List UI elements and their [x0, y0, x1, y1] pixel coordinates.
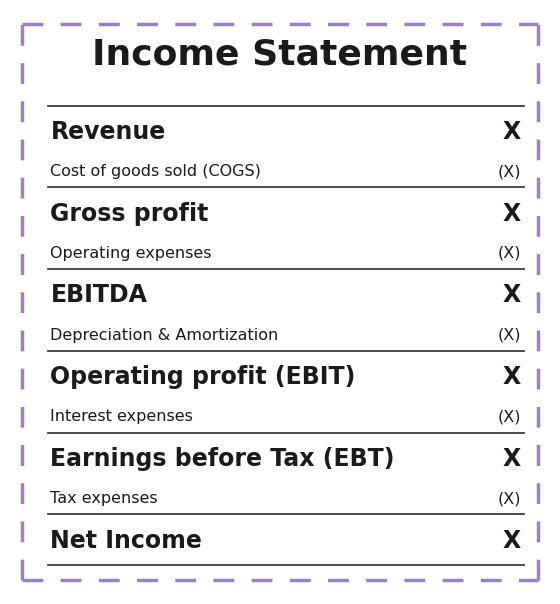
- Text: Net Income: Net Income: [50, 528, 202, 553]
- Text: (X): (X): [497, 410, 521, 425]
- Text: X: X: [502, 528, 521, 553]
- Text: X: X: [502, 202, 521, 226]
- Text: Cost of goods sold (COGS): Cost of goods sold (COGS): [50, 164, 262, 179]
- Text: X: X: [502, 447, 521, 471]
- Text: Gross profit: Gross profit: [50, 202, 209, 226]
- Text: Interest expenses: Interest expenses: [50, 410, 193, 425]
- Text: (X): (X): [497, 328, 521, 342]
- Text: Income Statement: Income Statement: [92, 37, 468, 71]
- Text: EBITDA: EBITDA: [50, 283, 147, 307]
- Text: Earnings before Tax (EBT): Earnings before Tax (EBT): [50, 447, 395, 471]
- Text: Revenue: Revenue: [50, 120, 166, 144]
- Text: (X): (X): [497, 246, 521, 261]
- Text: Operating expenses: Operating expenses: [50, 246, 212, 261]
- Text: (X): (X): [497, 491, 521, 506]
- Text: (X): (X): [497, 164, 521, 179]
- Text: X: X: [502, 120, 521, 144]
- Text: Depreciation & Amortization: Depreciation & Amortization: [50, 328, 279, 342]
- Text: Tax expenses: Tax expenses: [50, 491, 158, 506]
- Text: X: X: [502, 365, 521, 389]
- Text: X: X: [502, 283, 521, 307]
- Text: Operating profit (EBIT): Operating profit (EBIT): [50, 365, 356, 389]
